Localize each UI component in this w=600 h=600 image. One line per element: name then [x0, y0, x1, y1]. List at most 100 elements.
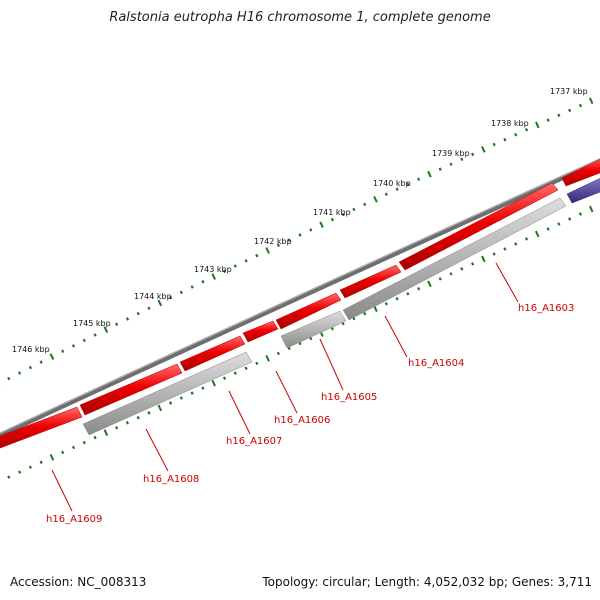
gene-top-right-red[interactable] — [561, 157, 600, 187]
gene-h16-A1605[interactable] — [275, 292, 342, 330]
gene-label-h16-A1606[interactable]: h16_A1606 — [274, 415, 330, 426]
inner-ruler-tick — [427, 280, 432, 288]
outer-ruler-tick — [535, 121, 540, 129]
inner-ruler-tick — [255, 361, 259, 366]
gene-h16-A1609[interactable] — [0, 406, 83, 450]
gene-label-h16-A1607[interactable]: h16_A1607 — [226, 436, 282, 447]
kbp-label-1737: 1737 kbp — [550, 87, 588, 96]
outer-ruler-tick — [190, 285, 194, 289]
gene-h16-A1603[interactable] — [398, 182, 559, 271]
outer-ruler-tick — [417, 177, 421, 181]
inner-ruler-tick — [233, 371, 237, 375]
outer-ruler-tick — [427, 170, 432, 178]
reverse-strand-genes — [82, 197, 567, 436]
gene-grey-3[interactable] — [82, 351, 253, 436]
inner-ruler-tick — [125, 421, 129, 425]
outer-ruler-tick — [17, 371, 22, 375]
leader-h16-A1606 — [275, 370, 298, 414]
outer-ruler-tick — [546, 118, 550, 122]
outer-ruler-tick — [93, 333, 97, 337]
leader-h16-A1604 — [384, 315, 408, 358]
gene-label-h16-A1609[interactable]: h16_A1609 — [46, 514, 102, 525]
gene-label-h16-A1603[interactable]: h16_A1603 — [518, 303, 574, 314]
kbp-labels: 1737 kbp 1738 kbp 1739 kbp 1740 kbp 1741… — [12, 87, 588, 354]
gene-h16-A1607[interactable] — [179, 335, 246, 372]
inner-ruler-tick — [395, 297, 399, 301]
kbp-label-1740: 1740 kbp — [373, 179, 411, 188]
gene-grey-1[interactable] — [342, 197, 567, 321]
inner-ruler-tick — [557, 222, 561, 226]
outer-ruler-tick — [557, 113, 561, 117]
gene-label-h16-A1605[interactable]: h16_A1605 — [321, 392, 377, 403]
outer-tick-ruler — [0, 97, 594, 387]
inner-ruler-tick — [460, 267, 464, 271]
inner-tick-ruler — [0, 205, 594, 485]
inner-ruler-tick — [190, 391, 194, 395]
kbp-label-1738: 1738 kbp — [491, 119, 529, 128]
outer-ruler-tick — [503, 137, 507, 142]
inner-ruler-tick — [309, 336, 313, 341]
outer-ruler-tick — [460, 157, 464, 162]
gene-h16-A1604[interactable] — [339, 264, 402, 299]
inner-ruler-tick — [222, 376, 227, 380]
outer-ruler-tick — [363, 202, 367, 207]
outer-ruler-tick — [201, 280, 205, 284]
inner-ruler-tick — [157, 404, 163, 412]
inner-ruler-tick — [265, 355, 270, 362]
inner-ruler-tick — [341, 321, 345, 326]
inner-ruler-tick — [18, 470, 22, 474]
outer-ruler-tick — [309, 228, 313, 232]
outer-ruler-tick — [82, 338, 86, 343]
gene-grey-2[interactable] — [280, 310, 347, 349]
outer-ruler-tick — [287, 238, 291, 242]
outer-ruler-tick — [169, 295, 173, 300]
inner-ruler-tick — [438, 277, 442, 281]
inner-ruler-tick — [276, 351, 280, 356]
outer-ruler-tick — [255, 253, 259, 258]
outer-ruler-tick — [449, 162, 453, 166]
gene-h16-A1606[interactable] — [242, 320, 279, 343]
inner-ruler-tick — [136, 416, 140, 420]
outer-ruler-tick — [588, 97, 594, 105]
outer-ruler-tick — [481, 146, 486, 153]
outer-ruler-tick — [514, 132, 518, 137]
gene-label-h16-A1604[interactable]: h16_A1604 — [408, 358, 464, 369]
outer-ruler-tick — [395, 187, 399, 191]
map-title: Ralstonia eutropha H16 chromosome 1, com… — [109, 10, 491, 25]
gene-top-right-blue[interactable] — [566, 176, 600, 204]
outer-ruler-tick — [330, 217, 334, 222]
inner-ruler-tick — [115, 425, 119, 430]
kbp-label-1745: 1745 kbp — [73, 319, 111, 328]
inner-ruler-tick — [578, 212, 582, 216]
kbp-label-1741: 1741 kbp — [313, 208, 351, 217]
outer-ruler-tick — [49, 353, 55, 360]
inner-ruler-tick — [330, 326, 334, 331]
inner-ruler-tick — [82, 440, 86, 445]
outer-ruler-tick — [352, 207, 356, 212]
inner-ruler-tick — [49, 453, 55, 461]
chromosome-backbone-highlight — [0, 158, 600, 434]
inner-ruler-tick — [71, 445, 76, 450]
inner-ruler-tick — [471, 262, 475, 266]
leader-h16-A1603 — [495, 262, 519, 303]
gene-label-h16-A1608[interactable]: h16_A1608 — [143, 474, 199, 485]
outer-ruler-tick — [341, 212, 345, 217]
inner-ruler-tick — [287, 346, 291, 351]
outer-ruler-tick — [28, 365, 32, 370]
outer-ruler-tick — [233, 264, 237, 268]
gene-h16-A1608[interactable] — [79, 363, 183, 416]
outer-ruler-tick — [319, 221, 324, 229]
outer-ruler-tick — [438, 167, 442, 171]
outer-ruler-tick — [125, 317, 130, 321]
leader-h16-A1609 — [51, 469, 73, 512]
inner-ruler-tick — [534, 230, 540, 238]
outer-ruler-tick — [276, 243, 280, 248]
outer-ruler-tick — [524, 128, 529, 132]
inner-ruler-tick — [546, 227, 550, 231]
inner-ruler-tick — [481, 255, 486, 263]
chromosome-backbone — [0, 158, 600, 438]
inner-ruler-tick — [588, 205, 594, 213]
inner-ruler-tick — [244, 366, 248, 371]
outer-ruler-tick — [61, 349, 65, 353]
